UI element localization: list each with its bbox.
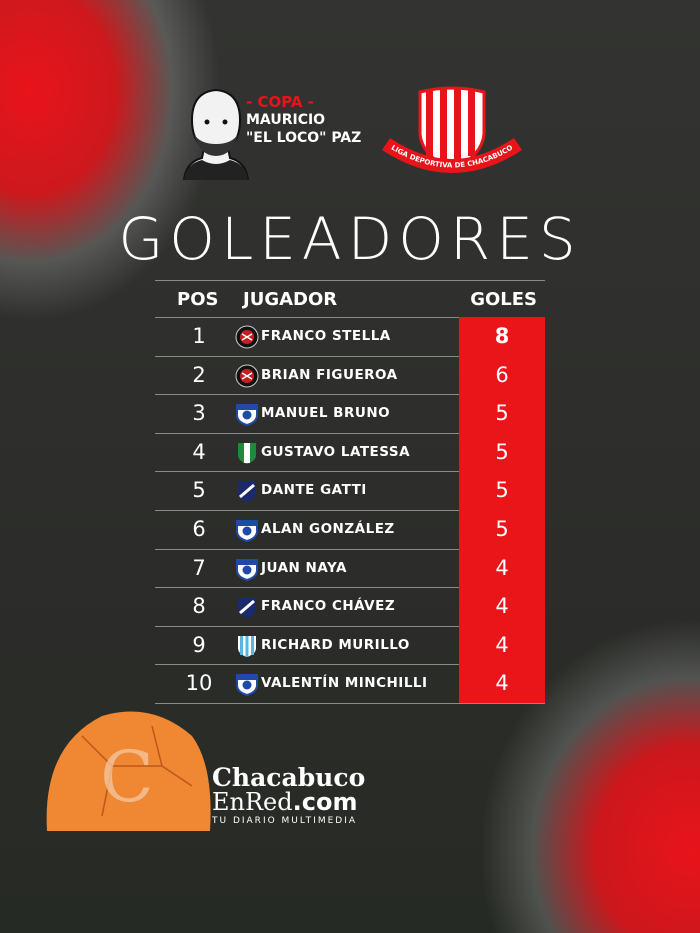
row-player-name: BRIAN FIGUEROA [261, 366, 398, 383]
page-title: GOLEADORES [118, 205, 582, 273]
club-crest-icon [236, 558, 258, 581]
club-crest-icon [238, 597, 256, 619]
header-goals: GOLES [470, 288, 537, 310]
club-crest-icon [235, 364, 259, 388]
cup-name-line1: MAURICIO [246, 112, 326, 128]
table-header: POS JUGADOR GOLES [155, 281, 545, 317]
cup-name-line2: "EL LOCO" PAZ [246, 130, 362, 146]
club-crest-icon [238, 635, 256, 657]
club-crest-icon [236, 519, 258, 542]
row-goals: 4 [459, 587, 545, 627]
row-player-name: JUAN NAYA [261, 559, 347, 576]
table-row: 9 RICHARD MURILLO 4 [155, 625, 545, 665]
brand-line2-com: .com [292, 788, 358, 816]
row-player-name: VALENTÍN MINCHILLI [261, 675, 428, 692]
table-row: 6 ALAN GONZÁLEZ 5 [155, 509, 545, 549]
brand-line2-enred: EnRed [212, 788, 293, 816]
table-row: 4 GUSTAVO LATESSA 5 [155, 432, 545, 472]
table-row: 1 FRANCO STELLA 8 [155, 317, 545, 356]
row-position: 2 [192, 362, 206, 387]
row-goals: 5 [459, 394, 545, 434]
row-position: 9 [192, 632, 206, 657]
league-crest-logo: LIGA DEPORTIVA DE CHACABUCO [382, 86, 522, 173]
row-player-name: FRANCO CHÁVEZ [261, 598, 396, 615]
chacabuco-en-red-ball-logo: C [46, 711, 211, 831]
row-goals: 5 [459, 509, 545, 549]
brand-tagline: TU DIARIO MULTIMEDIA [212, 816, 358, 826]
row-goals: 5 [459, 471, 545, 511]
row-position: 4 [192, 439, 206, 464]
row-position: 3 [192, 401, 206, 426]
club-crest-icon [235, 325, 259, 349]
table-row: 5 DANTE GATTI 5 [155, 471, 545, 511]
cup-title: - COPA - MAURICIO "EL LOCO" PAZ [246, 93, 361, 147]
table-row: 2 BRIAN FIGUEROA 6 [155, 355, 545, 395]
row-goals: 5 [459, 432, 545, 472]
club-crest-icon [236, 404, 258, 427]
table-row: 8 FRANCO CHÁVEZ 4 [155, 587, 545, 627]
club-crest-icon [236, 674, 258, 697]
club-crest-icon [238, 481, 256, 503]
row-position: 6 [192, 516, 206, 541]
club-crest-icon [238, 442, 256, 464]
row-goals: 6 [459, 355, 545, 395]
brand-logo-text: Chacabuco EnRed.com TU DIARIO MULTIMEDIA [212, 763, 366, 826]
row-position: 8 [192, 594, 206, 619]
table-row: 10 VALENTÍN MINCHILLI 4 [155, 664, 545, 704]
svg-text:C: C [100, 736, 154, 818]
portrait-illustration [182, 88, 250, 180]
row-player-name: FRANCO STELLA [261, 328, 391, 344]
row-player-name: MANUEL BRUNO [261, 405, 391, 422]
header-player: JUGADOR [243, 288, 338, 310]
brand-line2: EnRed.com [212, 790, 365, 814]
row-goals: 4 [459, 625, 545, 665]
row-goals: 4 [459, 664, 545, 704]
cup-label: - COPA - [246, 93, 314, 111]
row-goals: 4 [459, 548, 545, 588]
row-player-name: RICHARD MURILLO [261, 636, 410, 653]
table-row: 7 JUAN NAYA 4 [155, 548, 545, 588]
brand-line1: Chacabuco [212, 763, 366, 792]
row-position: 7 [192, 555, 206, 580]
row-position: 1 [192, 324, 206, 348]
row-position: 10 [185, 671, 213, 696]
row-goals: 8 [459, 317, 545, 356]
scorers-table: POS JUGADOR GOLES 1 FRANCO STELLA 8 2 BRIAN … [155, 280, 545, 704]
row-player-name: DANTE GATTI [261, 482, 367, 499]
row-player-name: ALAN GONZÁLEZ [261, 520, 395, 537]
row-player-name: GUSTAVO LATESSA [261, 443, 411, 460]
table-row: 3 MANUEL BRUNO 5 [155, 394, 545, 434]
row-position: 5 [192, 478, 206, 503]
header-pos: POS [177, 288, 219, 310]
